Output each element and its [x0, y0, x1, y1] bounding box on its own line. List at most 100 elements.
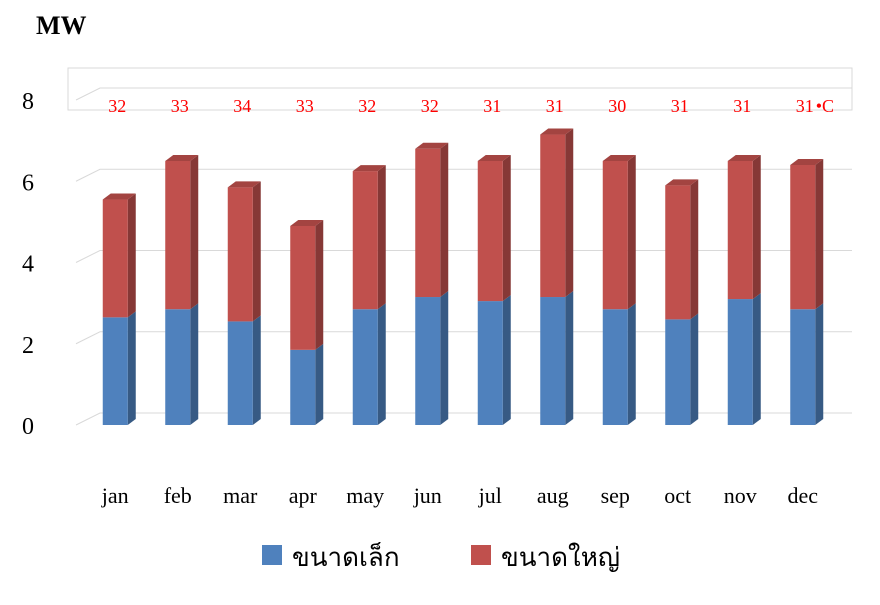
bar-side: [127, 311, 136, 425]
bar: [727, 299, 753, 425]
bar-top: [477, 154, 511, 161]
bar-top: [165, 154, 199, 161]
x-tick-label: jun: [413, 483, 442, 508]
temperature-unit: •C: [816, 96, 834, 116]
temperature-box: [67, 67, 853, 111]
x-tick-label: apr: [289, 483, 318, 508]
x-tick-label: mar: [223, 483, 258, 508]
x-tick-label: sep: [601, 483, 630, 508]
x-tick-label: dec: [787, 483, 818, 508]
bar: [477, 301, 503, 425]
legend-label: ขนาดใหญ่: [501, 543, 620, 572]
bar: [102, 199, 128, 318]
temperature-label: 30: [608, 96, 626, 116]
bar-side: [627, 154, 636, 310]
bar-top: [665, 179, 699, 186]
x-tick-label: jan: [101, 483, 129, 508]
bar-side: [752, 154, 761, 300]
temperature-label: 32: [421, 96, 439, 116]
bar-side: [690, 179, 699, 320]
bar-side: [502, 154, 511, 302]
bar: [790, 309, 816, 425]
bar-side: [377, 303, 386, 425]
grid-line: [75, 412, 852, 426]
temperature-label: 31: [733, 96, 751, 116]
bar-top: [102, 193, 136, 200]
bar-top: [227, 181, 261, 188]
bar: [665, 319, 691, 425]
bar-side: [565, 291, 574, 425]
bar-side: [315, 219, 324, 350]
bar-side: [190, 154, 199, 310]
temperature-label: 31: [546, 96, 564, 116]
bar: [790, 165, 816, 310]
bar-side: [127, 193, 136, 318]
bar-top: [415, 142, 449, 149]
y-tick-label: 2: [22, 333, 34, 359]
temperature-label: 33: [296, 96, 314, 116]
temperature-label: 31: [671, 96, 689, 116]
x-tick-label: may: [346, 483, 384, 508]
bar: [227, 321, 253, 425]
temperature-label: 31: [483, 96, 501, 116]
bar: [165, 309, 191, 425]
bar: [477, 160, 503, 302]
y-tick-label: 8: [22, 89, 34, 115]
temperature-label: 32: [358, 96, 376, 116]
bar: [602, 309, 628, 425]
bar-top: [290, 219, 324, 226]
grid-line: [75, 331, 852, 345]
x-tick-label: aug: [537, 483, 569, 508]
bar-side: [440, 142, 449, 298]
bar: [665, 185, 691, 320]
bar-side: [440, 291, 449, 425]
bar-side: [815, 159, 824, 310]
grid-line: [75, 250, 852, 263]
bar-side: [815, 303, 824, 425]
bar-top: [727, 154, 761, 161]
legend-swatch: [471, 545, 491, 565]
legend-label: ขนาดเล็ก: [292, 541, 400, 572]
bar-side: [252, 315, 261, 425]
x-tick-label: feb: [164, 483, 192, 508]
bar: [165, 160, 191, 310]
bar: [352, 309, 378, 425]
bar: [227, 187, 253, 322]
bar-side: [565, 128, 574, 298]
bar-side: [690, 313, 699, 425]
temperature-label: 34: [233, 96, 251, 116]
legend-swatch: [262, 545, 282, 565]
bar-top: [540, 128, 574, 135]
bar: [102, 317, 128, 425]
bar-side: [627, 303, 636, 425]
y-tick-label: 4: [22, 252, 34, 278]
bar-top: [790, 159, 824, 165]
bar: [290, 225, 316, 350]
temperature-label: 31: [796, 96, 814, 116]
bar: [415, 297, 441, 425]
x-tick-label: nov: [724, 483, 757, 508]
bar: [602, 160, 628, 310]
bar: [727, 160, 753, 300]
grid-line: [75, 87, 852, 101]
temperature-label: 33: [171, 96, 189, 116]
bar-side: [190, 303, 199, 425]
chart-title: MW: [36, 11, 87, 40]
bar: [415, 148, 441, 298]
temperature-label: 32: [108, 96, 126, 116]
bar: [540, 134, 566, 298]
bar-side: [377, 165, 386, 310]
bar-side: [752, 293, 761, 425]
y-tick-label: 6: [22, 170, 34, 196]
bar: [540, 297, 566, 425]
bar-side: [315, 343, 324, 425]
bar-side: [252, 181, 261, 322]
bar-top: [352, 165, 386, 172]
x-tick-label: oct: [664, 483, 691, 508]
grid-line: [75, 168, 852, 182]
bar-side: [502, 295, 511, 425]
x-tick-label: jul: [478, 483, 502, 508]
bar: [352, 171, 378, 310]
y-tick-label: 0: [22, 414, 34, 440]
